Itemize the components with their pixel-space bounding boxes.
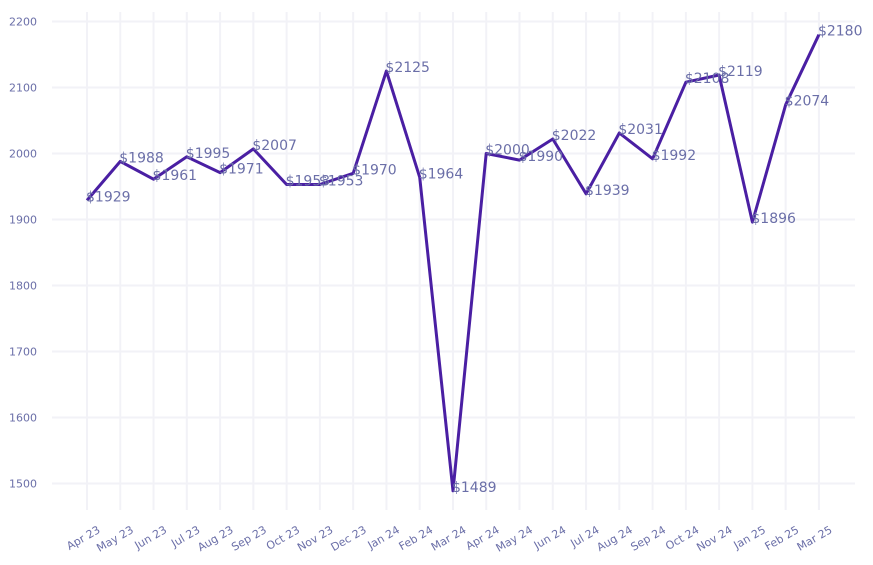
data-label: $1971 — [219, 162, 264, 178]
data-label: $1953 — [319, 174, 364, 190]
x-tick-label: Jan 24 — [365, 523, 402, 552]
data-label: $1929 — [86, 189, 131, 205]
data-label: $2119 — [718, 64, 763, 80]
y-tick-label: 1600 — [9, 412, 37, 425]
y-tick-label: 2000 — [9, 148, 37, 161]
data-label: $2074 — [785, 94, 830, 110]
data-label: $1953 — [286, 174, 331, 190]
x-tick-label: Mar 24 — [429, 523, 469, 553]
x-tick-label: Oct 24 — [663, 523, 701, 553]
x-tick-label: Aug 24 — [595, 523, 635, 554]
data-label: $1988 — [119, 150, 164, 166]
data-label: $2108 — [685, 71, 730, 87]
data-labels: $1929 $1988 $1961 $1995$1971 $2007 $1953$1953… — [86, 24, 862, 496]
data-label: $1961 — [153, 168, 198, 184]
x-tick-label: Sep 24 — [628, 523, 668, 553]
data-label: $2007 — [252, 138, 297, 154]
y-tick-label: 2200 — [9, 16, 37, 29]
data-label: $2125 — [385, 60, 430, 76]
data-label: $1939 — [585, 183, 630, 199]
x-tick-label: Sep 23 — [229, 523, 269, 553]
x-tick-label: May 24 — [494, 523, 535, 554]
data-label: $1992 — [652, 148, 697, 164]
x-tick-label: Mar 25 — [795, 523, 835, 553]
data-label: $1970 — [352, 162, 397, 178]
x-tick-label: Jun 23 — [132, 523, 169, 552]
data-label: $2000 — [485, 143, 530, 159]
x-tick-label: Feb 25 — [763, 523, 802, 553]
x-tick-label: Nov 23 — [295, 523, 335, 554]
y-tick-label: 1800 — [9, 280, 37, 293]
y-tick-label: 1700 — [9, 346, 37, 359]
x-tick-label: Feb 24 — [397, 523, 436, 553]
data-label: $1489 — [452, 480, 497, 496]
x-tick-label: Dec 23 — [329, 523, 369, 554]
data-label: $1995 — [186, 146, 231, 162]
x-tick-label: Jun 24 — [531, 523, 568, 552]
y-tick-label: 2100 — [9, 82, 37, 95]
x-tick-label: Aug 23 — [195, 523, 235, 554]
grid — [52, 12, 855, 510]
x-tick-label: Oct 23 — [264, 523, 302, 553]
x-tick-label: Nov 24 — [694, 523, 734, 554]
x-tick-label: May 23 — [94, 523, 135, 554]
y-axis-ticks: 1500 1600 1700 1800 1900 2000 2100 2200 — [9, 16, 37, 491]
data-label: $2022 — [552, 128, 597, 144]
x-tick-label: Jan 25 — [731, 523, 768, 552]
data-label: $1964 — [419, 166, 464, 182]
y-tick-label: 1500 — [9, 478, 37, 491]
data-label: $1896 — [751, 211, 796, 227]
data-label: $2031 — [618, 122, 663, 138]
series-line — [85, 34, 821, 493]
y-tick-label: 1900 — [9, 214, 37, 227]
data-label: $2180 — [818, 24, 863, 40]
data-label: $1990 — [519, 149, 564, 165]
